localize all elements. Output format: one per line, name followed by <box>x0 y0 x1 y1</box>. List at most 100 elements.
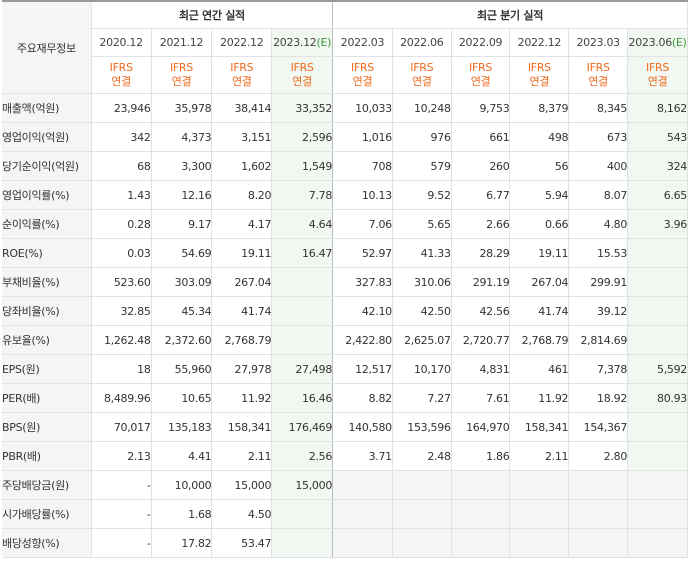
annual-value-cell: 15,000 <box>211 470 273 500</box>
ifrs-text: IFRS <box>410 61 434 74</box>
quarter-value-cell: 7,378 <box>568 354 629 384</box>
quarter-value-cell: 327.83 <box>332 267 393 297</box>
consolidated-text: 연결 <box>171 75 192 88</box>
quarter-value-cell: 12,517 <box>332 354 393 384</box>
annual-value-cell: 7.78 <box>271 180 334 210</box>
quarter-value-cell: 11.92 <box>509 383 570 413</box>
annual-value-cell: 4.17 <box>211 209 273 239</box>
quarter-value-cell: 543 <box>627 122 688 152</box>
annual-value-cell <box>271 499 334 529</box>
table-row: EPS(원) 18 55,960 27,978 27,498 12,517 10,170 4,… <box>2 354 688 384</box>
quarter-value-cell: 8.07 <box>568 180 629 210</box>
row-label: PBR(배) <box>2 441 92 471</box>
ifrs-text: IFRS <box>230 61 254 74</box>
quarter-value-cell: 42.56 <box>451 296 511 326</box>
ifrs-text: IFRS <box>469 61 493 74</box>
table-row: 배당성향(%) -17.82 53.47 <box>2 528 688 558</box>
annual-value-cell: 12.16 <box>151 180 213 210</box>
quarter-value-cell: 1,016 <box>332 122 393 152</box>
ifrs-consolidated-label: IFRS 연결 <box>451 56 511 94</box>
annual-value-cell: 70,017 <box>91 412 152 442</box>
quarter-value-cell: 579 <box>392 151 452 181</box>
annual-value-cell: 303.09 <box>151 267 213 297</box>
quarter-value-cell: 291.19 <box>451 267 511 297</box>
annual-value-cell: 68 <box>91 151 152 181</box>
table-row: 시가배당률(%) -1.68 4.50 <box>2 499 688 529</box>
annual-period-header: 2020.12 <box>91 28 152 57</box>
quarter-value-cell: 324 <box>627 151 688 181</box>
quarter-value-cell: 0.66 <box>509 209 570 239</box>
annual-value-cell: - <box>91 470 152 500</box>
quarter-value-cell <box>568 499 629 529</box>
annual-value-cell: 1,549 <box>271 151 334 181</box>
annual-value-cell: 32.85 <box>91 296 152 326</box>
quarter-value-cell <box>568 470 629 500</box>
annual-value-cell: 3,151 <box>211 122 273 152</box>
quarter-value-cell: 400 <box>568 151 629 181</box>
period-label: 2023.12 <box>273 36 317 49</box>
annual-value-cell: 267.04 <box>211 267 273 297</box>
quarter-value-cell: 8,345 <box>568 93 629 123</box>
ifrs-consolidated-label: IFRS 연결 <box>332 56 393 94</box>
quarter-period-header: 2023.06(E) <box>627 28 688 57</box>
row-label: 순이익률(%) <box>2 209 92 239</box>
quarter-value-cell: 2.11 <box>509 441 570 471</box>
consolidated-text: 연결 <box>588 75 608 88</box>
ifrs-consolidated-label: IFRS 연결 <box>568 56 629 94</box>
annual-group-header: 최근 연간 실적 <box>91 0 334 29</box>
ifrs-consolidated-label: IFRS 연결 <box>271 56 334 94</box>
quarter-value-cell <box>332 499 393 529</box>
quarter-value-cell: 18.92 <box>568 383 629 413</box>
annual-period-header: 2022.12 <box>211 28 273 57</box>
quarter-value-cell: 10,033 <box>332 93 393 123</box>
quarter-value-cell <box>627 267 688 297</box>
row-label: PER(배) <box>2 383 92 413</box>
annual-value-cell: 1.43 <box>91 180 152 210</box>
quarter-value-cell: 2,768.79 <box>509 325 570 355</box>
quarter-value-cell <box>627 412 688 442</box>
quarter-value-cell <box>627 325 688 355</box>
annual-value-cell: 176,469 <box>271 412 334 442</box>
row-label: 영업이익률(%) <box>2 180 92 210</box>
quarter-value-cell: 10,248 <box>392 93 452 123</box>
period-label: 2022.09 <box>458 36 503 49</box>
ifrs-text: IFRS <box>109 61 133 74</box>
row-label: 배당성향(%) <box>2 528 92 558</box>
annual-value-cell: 2.11 <box>211 441 273 471</box>
annual-value-cell: 54.69 <box>151 238 213 268</box>
quarter-value-cell <box>392 499 452 529</box>
ifrs-text: IFRS <box>527 61 551 74</box>
annual-value-cell: 15,000 <box>271 470 334 500</box>
quarter-value-cell: 42.50 <box>392 296 452 326</box>
quarter-value-cell: 2,720.77 <box>451 325 511 355</box>
quarter-value-cell: 9,753 <box>451 93 511 123</box>
quarter-value-cell: 3.96 <box>627 209 688 239</box>
quarter-value-cell: 56 <box>509 151 570 181</box>
annual-value-cell: 1.68 <box>151 499 213 529</box>
annual-value-cell: 10,000 <box>151 470 213 500</box>
quarter-period-header: 2022.03 <box>332 28 393 57</box>
annual-value-cell: 8,489.96 <box>91 383 152 413</box>
quarter-value-cell: 5.65 <box>392 209 452 239</box>
estimate-marker: (E) <box>671 36 687 49</box>
row-label: 당좌비율(%) <box>2 296 92 326</box>
quarter-value-cell: 41.33 <box>392 238 452 268</box>
quarter-value-cell: 2,422.80 <box>332 325 393 355</box>
ifrs-text: IFRS <box>350 61 374 74</box>
annual-period-header: 2021.12 <box>151 28 213 57</box>
table-row: 주당배당금(원) -10,000 15,000 15,000 <box>2 470 688 500</box>
table-row: 당좌비율(%) 32.85 45.34 41.74 42.10 42.50 42.56 41.… <box>2 296 688 326</box>
annual-value-cell: 135,183 <box>151 412 213 442</box>
quarter-value-cell: 267.04 <box>509 267 570 297</box>
annual-value-cell: 17.82 <box>151 528 213 558</box>
annual-value-cell: 1,262.48 <box>91 325 152 355</box>
quarter-value-cell: 10.13 <box>332 180 393 210</box>
annual-period-header: 2023.12(E) <box>271 28 334 57</box>
annual-value-cell: 38,414 <box>211 93 273 123</box>
quarter-value-cell: 3.71 <box>332 441 393 471</box>
consolidated-text: 연결 <box>352 75 373 88</box>
ifrs-consolidated-label: IFRS 연결 <box>392 56 452 94</box>
ifrs-text: IFRS <box>646 61 670 74</box>
row-label: 부채비율(%) <box>2 267 92 297</box>
quarter-value-cell <box>451 528 511 558</box>
